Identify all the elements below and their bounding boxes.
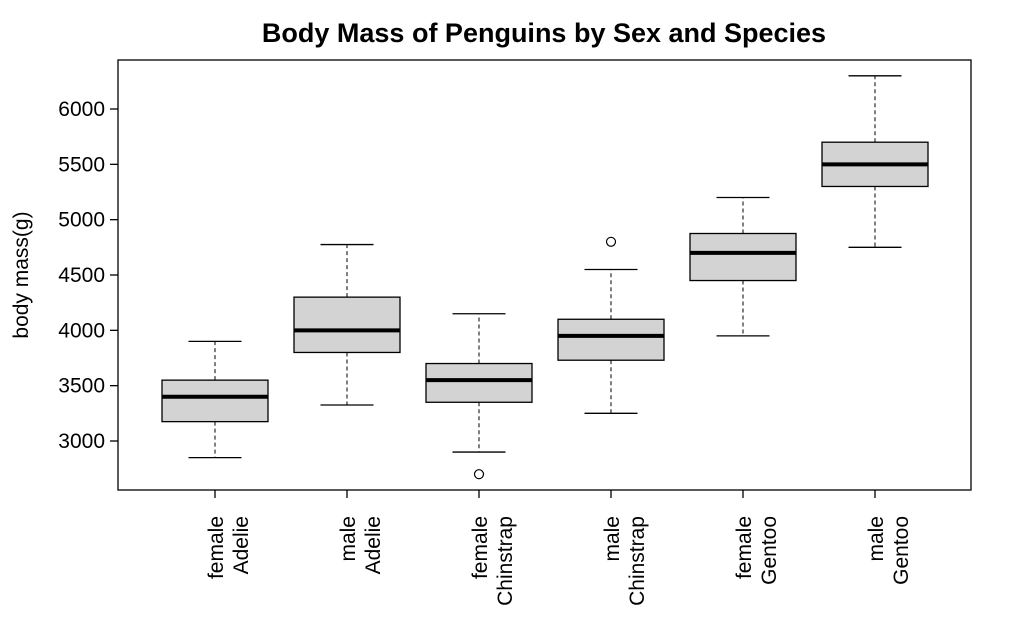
- y-axis-label: body mass(g): [10, 211, 33, 338]
- x-tick-label: male: [865, 516, 888, 562]
- x-axis: female Adelie male Adelie female Chinstrap mal…: [205, 490, 913, 606]
- box-series: [161, 75, 929, 480]
- x-tick-label: Gentoo: [758, 516, 781, 585]
- x-tick-label: male: [337, 516, 360, 562]
- iqr-box: [425, 362, 533, 403]
- y-tick-label: 3000: [58, 430, 105, 453]
- x-tick-label: Gentoo: [890, 516, 913, 585]
- box-2: [293, 243, 401, 406]
- outlier-point: [605, 236, 617, 247]
- outlier-point: [473, 469, 485, 480]
- y-tick-label: 5500: [58, 153, 105, 176]
- iqr-box: [557, 318, 665, 361]
- chart-title: Body Mass of Penguins by Sex and Species: [262, 18, 826, 48]
- box-1: [161, 340, 269, 459]
- x-tick-label: female: [733, 516, 756, 579]
- x-tick-label: female: [205, 516, 228, 579]
- x-tick-label: female: [469, 516, 492, 579]
- y-tick-label: 6000: [58, 98, 105, 121]
- plot-frame: [117, 59, 972, 491]
- iqr-box: [293, 296, 401, 354]
- iqr-box: [161, 379, 269, 423]
- box-3: [425, 313, 533, 480]
- box-5: [689, 196, 797, 337]
- box-6: [821, 75, 929, 248]
- iqr-box: [689, 232, 797, 282]
- x-tick-label: Chinstrap: [494, 516, 517, 606]
- y-axis: 3000 3500 4000 4500 5000 5500 6000: [58, 98, 118, 453]
- x-tick-label: Adelie: [362, 516, 385, 574]
- box-4: [557, 236, 665, 414]
- x-tick-label: Adelie: [230, 516, 253, 574]
- y-tick-label: 3500: [58, 375, 105, 398]
- y-tick-label: 5000: [58, 209, 105, 232]
- y-tick-label: 4000: [58, 319, 105, 342]
- x-tick-label: Chinstrap: [626, 516, 649, 606]
- x-tick-label: male: [601, 516, 624, 562]
- y-tick-label: 4500: [58, 264, 105, 287]
